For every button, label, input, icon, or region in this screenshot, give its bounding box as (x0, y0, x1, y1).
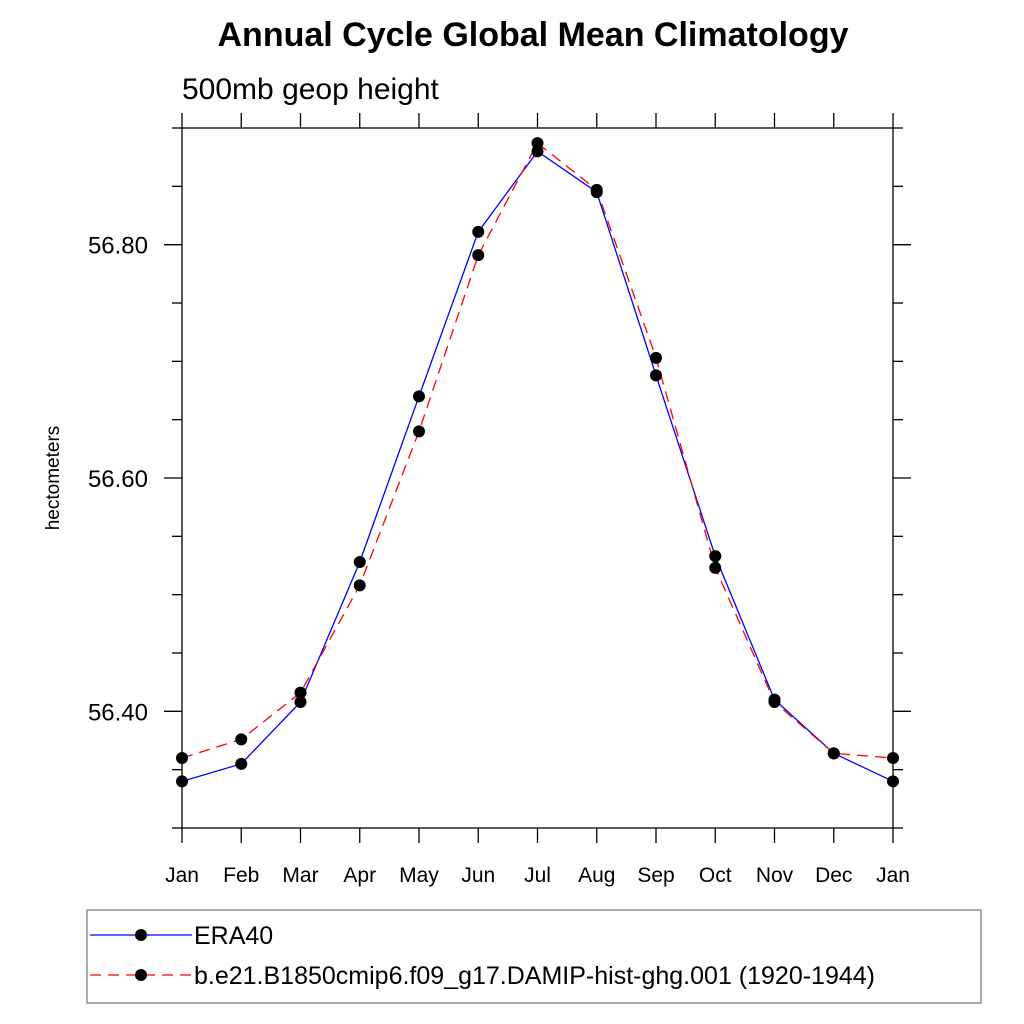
data-point-series-0 (413, 390, 425, 403)
data-point-series-0 (709, 550, 722, 563)
data-point-series-1 (650, 351, 662, 364)
x-tick-label: Aug (578, 864, 615, 887)
legend-marker-1 (135, 969, 147, 981)
x-tick-label: May (399, 864, 439, 887)
x-tick-label: Jan (876, 864, 910, 887)
y-axis-label: hectometers (43, 426, 64, 531)
data-point-series-0 (294, 696, 307, 708)
x-tick-label: Mar (282, 864, 318, 887)
data-point-series-1 (472, 249, 485, 262)
axis-ticks (164, 113, 911, 843)
data-point-series-0 (235, 757, 248, 770)
x-tick-label: Jul (524, 864, 551, 887)
series-group (176, 137, 899, 788)
data-point-series-1 (294, 686, 307, 699)
x-tick-label: Dec (815, 864, 852, 887)
data-point-series-0 (472, 225, 485, 238)
x-tick-label: Jun (461, 864, 495, 887)
x-tick-label: Nov (756, 864, 794, 887)
legend-label-0: ERA40 (194, 922, 273, 950)
data-point-series-0 (353, 556, 366, 568)
chart-subtitle: 500mb geop height (182, 73, 440, 106)
series-line-1 (181, 142, 894, 759)
data-point-series-1 (235, 733, 248, 746)
data-point-series-0 (887, 775, 899, 788)
chart-title: Annual Cycle Global Mean Climatology (218, 16, 849, 54)
data-point-series-1 (590, 183, 603, 196)
x-tick-label: Sep (637, 864, 674, 887)
series-line-0 (181, 150, 894, 782)
x-tick-label: Apr (343, 864, 376, 887)
x-tick-labels: Jan Feb Mar Apr May Jun Jul Aug Sep Oct Nov Dec Jan (165, 864, 910, 887)
plot-frame (181, 127, 894, 829)
x-tick-label: Oct (699, 864, 732, 887)
y-tick-label: 56.80 (88, 233, 148, 260)
y-tick-label: 56.40 (88, 699, 148, 726)
x-tick-label: Feb (223, 864, 259, 887)
data-point-series-1 (887, 752, 899, 764)
legend-marker-0 (135, 929, 147, 941)
data-point-series-0 (176, 775, 188, 788)
x-tick-label: Jan (165, 864, 199, 887)
legend: ERA40 b.e21.B1850cmip6.f09_g17.DAMIP-hist… (90, 922, 875, 990)
legend-label-1: b.e21.B1850cmip6.f09_g17.DAMIP-hist-ghg.… (194, 962, 875, 990)
data-point-series-1 (353, 579, 366, 592)
data-point-series-1 (709, 561, 722, 574)
data-point-series-1 (413, 425, 425, 438)
data-point-series-1 (827, 747, 840, 760)
data-point-series-0 (650, 369, 662, 382)
data-point-series-1 (531, 137, 544, 150)
y-tick-labels: 56.40 56.60 56.80 (88, 233, 148, 727)
y-tick-label: 56.60 (88, 466, 148, 493)
legend-box (86, 909, 982, 1004)
data-point-series-1 (176, 752, 188, 764)
data-point-series-1 (768, 696, 781, 708)
